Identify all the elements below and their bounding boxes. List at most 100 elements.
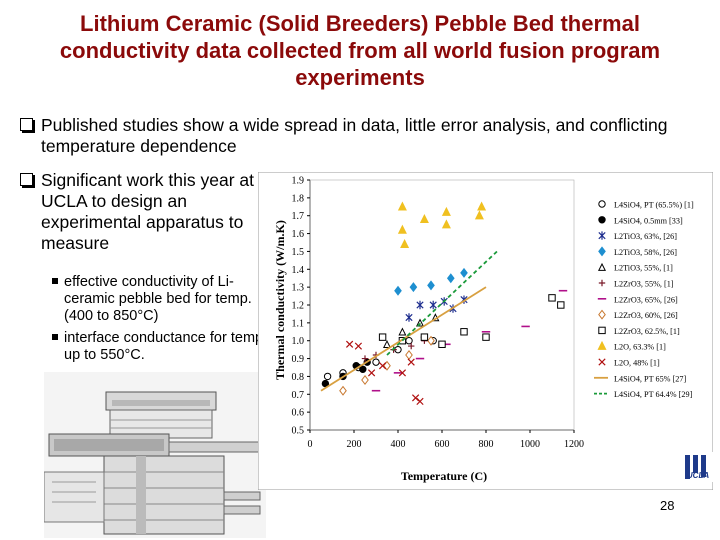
data-point bbox=[400, 238, 410, 248]
data-point bbox=[397, 201, 407, 211]
bullet-text: Significant work this year at UCLA to de… bbox=[41, 170, 255, 253]
bullet-box-icon bbox=[20, 118, 33, 131]
sub-bullet-conductivity: effective conductivity of Li-ceramic peb… bbox=[52, 274, 279, 325]
y-tick-label: 1.1 bbox=[292, 318, 305, 329]
data-point bbox=[372, 358, 380, 366]
bullet-published-studies: Published studies show a wide spread in … bbox=[20, 115, 720, 157]
data-point bbox=[359, 365, 367, 373]
page-number: 28 bbox=[660, 498, 675, 513]
ucla-logo: UCLA bbox=[683, 452, 713, 482]
data-point bbox=[397, 224, 407, 234]
y-tick-label: 1.5 bbox=[292, 247, 305, 258]
bullet-ucla-work: Significant work this year at UCLA to de… bbox=[20, 170, 271, 254]
bullet-box-icon bbox=[20, 173, 33, 186]
legend-label: L2ZrO3, 65%, [26] bbox=[614, 295, 678, 304]
data-point bbox=[408, 342, 415, 350]
legend-label: L4SiO4, PT 64.4% [29] bbox=[614, 390, 693, 399]
legend-label: L4SiO4, PT (65.5%) [1] bbox=[614, 201, 694, 210]
x-axis-label: Temperature (C) bbox=[401, 469, 487, 483]
legend-label: L4SiO4, 0.5mm [33] bbox=[614, 216, 683, 225]
bullet-text: Published studies show a wide spread in … bbox=[41, 115, 668, 156]
x-tick-label: 400 bbox=[391, 439, 406, 450]
legend-marker bbox=[598, 200, 606, 208]
x-tick-label: 1000 bbox=[520, 439, 540, 450]
sub-bullet-interface: interface conductance for temp. up to 55… bbox=[52, 330, 279, 364]
legend-label: L2ZrO3, 55%, [1] bbox=[614, 280, 674, 289]
y-tick-label: 1.2 bbox=[292, 301, 305, 312]
data-point bbox=[441, 219, 451, 229]
data-point bbox=[409, 282, 418, 293]
x-tick-label: 1200 bbox=[564, 439, 584, 450]
y-tick-label: 1.3 bbox=[292, 283, 305, 294]
data-point bbox=[378, 362, 387, 370]
x-tick-label: 800 bbox=[479, 439, 494, 450]
data-point bbox=[398, 369, 407, 377]
data-point bbox=[367, 369, 376, 377]
data-point bbox=[416, 300, 424, 310]
legend-marker bbox=[598, 231, 606, 240]
data-point bbox=[438, 340, 446, 348]
sub-bullet-text: interface conductance for temp. up to 55… bbox=[64, 330, 268, 363]
data-point bbox=[416, 397, 424, 406]
data-point bbox=[321, 379, 330, 388]
data-point bbox=[394, 285, 402, 296]
y-tick-label: 1.4 bbox=[292, 265, 305, 276]
legend-label: L2TiO3, 55%, [1] bbox=[614, 264, 673, 273]
plot-area: 0.5 0.6 0.7 0.8 0.9 1.0 1.1 1.2 1.3 1.4 1.5 1.6 1.7 1… bbox=[292, 176, 585, 451]
data-point bbox=[339, 385, 347, 396]
data-point bbox=[460, 328, 468, 336]
y-tick-label: 0.6 bbox=[292, 408, 305, 419]
data-point bbox=[378, 333, 387, 341]
y-tick-label: 0.8 bbox=[292, 372, 305, 383]
data-point bbox=[477, 201, 487, 211]
slide-title: Lithium Ceramic (Solid Breeders) Pebble … bbox=[59, 11, 661, 90]
legend-label: L2ZrO3, 62.5%, [1] bbox=[614, 327, 680, 336]
y-axis-label: Thermal conductivity (W/m.K) bbox=[273, 220, 287, 380]
data-point bbox=[323, 372, 332, 381]
legend-marker bbox=[598, 246, 606, 257]
legend-label: L2O, 63.3% [1] bbox=[614, 343, 666, 352]
y-tick-label: 0.5 bbox=[292, 426, 305, 437]
data-point bbox=[427, 335, 435, 346]
data-point bbox=[441, 206, 451, 216]
thermal-conductivity-chart: Thermal conductivity (W/m.K) Temperature… bbox=[258, 172, 713, 490]
legend-marker bbox=[598, 309, 606, 320]
legend-label: L2TiO3, 58%, [26] bbox=[614, 248, 677, 257]
data-point bbox=[398, 327, 407, 336]
legend-marker bbox=[597, 262, 607, 271]
legend-marker bbox=[598, 216, 606, 224]
legend-label: L4SiO4, PT 65% [27] bbox=[614, 374, 686, 383]
square-bullet-icon bbox=[52, 334, 58, 340]
y-tick-label: 1.7 bbox=[292, 211, 305, 222]
data-point bbox=[548, 294, 556, 302]
data-point bbox=[361, 374, 369, 386]
data-point bbox=[446, 273, 455, 284]
data-point bbox=[460, 267, 468, 278]
y-tick-label: 0.9 bbox=[292, 354, 305, 365]
data-point bbox=[482, 333, 490, 341]
data-point bbox=[354, 342, 363, 350]
legend-marker bbox=[598, 326, 606, 335]
y-tick-label: 1.9 bbox=[292, 176, 305, 187]
data-point bbox=[419, 213, 429, 223]
logo-text: UCLA bbox=[687, 471, 709, 480]
legend-label: L2TiO3, 63%, [26] bbox=[614, 232, 677, 241]
x-tick-label: 0 bbox=[308, 439, 313, 450]
y-tick-label: 1.6 bbox=[292, 229, 305, 240]
y-tick-label: 1.0 bbox=[292, 336, 305, 347]
data-point bbox=[361, 355, 369, 362]
legend-label: L2O, 48% [1] bbox=[614, 359, 660, 368]
x-tick-label: 600 bbox=[435, 439, 450, 450]
apparatus-photo bbox=[44, 372, 266, 538]
legend-label: L2ZrO3, 60%, [26] bbox=[614, 311, 678, 320]
data-point bbox=[345, 340, 354, 348]
data-point bbox=[405, 313, 413, 322]
legend-marker bbox=[597, 340, 607, 350]
sub-bullet-text: effective conductivity of Li-ceramic peb… bbox=[64, 274, 252, 324]
data-point bbox=[429, 300, 437, 310]
data-point bbox=[557, 301, 565, 309]
data-point bbox=[407, 358, 415, 366]
data-point bbox=[420, 333, 429, 341]
legend-marker bbox=[598, 358, 606, 366]
y-tick-label: 1.8 bbox=[292, 193, 305, 204]
